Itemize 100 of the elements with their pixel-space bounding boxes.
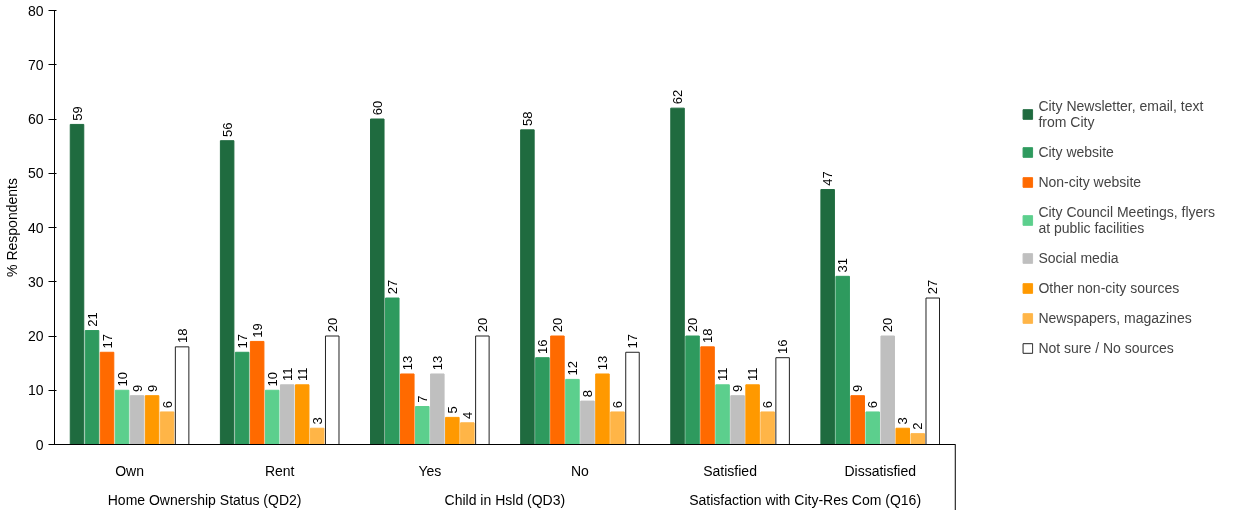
y-tick-label: 30	[27, 273, 44, 290]
data-label: 27	[384, 279, 400, 295]
bar	[279, 384, 295, 445]
data-label: 11	[294, 367, 310, 382]
bar	[309, 427, 325, 445]
y-tick-label: 50	[27, 165, 44, 182]
y-tick-label: 0	[35, 436, 44, 453]
text: Home Ownership Status (QD2)	[107, 491, 302, 508]
bar	[550, 335, 565, 445]
data-label: 6	[609, 400, 625, 409]
data-label: 17	[99, 334, 115, 349]
y-tick-label: 60	[27, 111, 44, 127]
data-label: 3	[895, 417, 911, 425]
bar	[670, 107, 685, 445]
x-tick-label: Dissatisfied	[844, 462, 917, 479]
bar	[370, 118, 385, 445]
bar	[775, 357, 790, 445]
text: Child in Hsld (QD3)	[444, 491, 566, 508]
bar	[730, 395, 745, 445]
bar	[820, 189, 835, 445]
legend-label: City Newsletter, email, text from City	[1038, 98, 1204, 130]
bar	[69, 123, 85, 445]
data-label: 16	[534, 339, 550, 354]
bar	[99, 351, 115, 445]
data-label: 13	[399, 355, 415, 371]
data-label: 20	[880, 317, 896, 333]
data-label: 17	[234, 334, 250, 349]
bar	[249, 340, 265, 445]
x-tick-label: Rent	[264, 462, 295, 479]
bar	[219, 140, 235, 445]
legend-label: City website	[1038, 144, 1114, 160]
data-label: 31	[835, 258, 851, 273]
data-label: 2	[910, 422, 926, 430]
data-label: 7	[414, 395, 430, 403]
text: Satisfaction with City-Res Com (Q16)	[689, 491, 922, 508]
y-tick-label: 10	[27, 382, 44, 399]
bar	[445, 416, 460, 445]
bar	[850, 395, 865, 445]
bar	[430, 373, 445, 445]
legend-label: Newspapers, magazines	[1038, 310, 1192, 326]
bar	[460, 422, 475, 445]
bar	[565, 378, 580, 445]
x-tick-label: Yes	[418, 462, 442, 479]
data-label: 27	[925, 279, 941, 295]
bar	[129, 395, 145, 445]
bar	[144, 395, 160, 445]
bar	[910, 433, 925, 445]
x-tick-label: Satisfied	[703, 462, 757, 479]
y-tick-label: 20	[27, 328, 44, 344]
data-label: 5	[444, 406, 460, 414]
data-label: 9	[730, 384, 746, 392]
data-label: 6	[865, 400, 881, 409]
data-label: 18	[700, 328, 716, 344]
x-tick-label: No	[571, 462, 590, 479]
data-label: 11	[745, 367, 761, 382]
data-label: 13	[594, 355, 610, 371]
bar	[625, 351, 640, 445]
legend-label: Social media	[1038, 250, 1119, 266]
data-label: 59	[69, 106, 85, 121]
data-label: 4	[459, 411, 475, 419]
data-label: 58	[519, 111, 535, 127]
bar	[595, 373, 610, 445]
data-label: 8	[579, 390, 595, 398]
data-label: 9	[129, 384, 145, 392]
legend-label: Other non-city sources	[1038, 280, 1180, 296]
y-tick-label: 40	[27, 219, 44, 236]
bar	[715, 384, 730, 445]
bar	[835, 275, 850, 445]
bar	[895, 427, 910, 445]
bar	[925, 297, 941, 445]
data-label: 56	[219, 122, 235, 137]
data-label: 11	[279, 367, 295, 382]
bar	[385, 297, 400, 445]
bar	[760, 411, 775, 445]
bar	[84, 330, 100, 445]
data-label: 3	[309, 417, 325, 425]
bar	[324, 335, 340, 445]
data-label: 16	[775, 339, 791, 354]
bar	[415, 406, 430, 445]
data-label: 10	[264, 371, 280, 387]
data-label: 20	[474, 317, 490, 333]
bar	[264, 389, 280, 445]
data-label: 9	[144, 384, 160, 392]
data-label: 6	[760, 400, 776, 409]
bar	[685, 335, 700, 445]
bar	[159, 411, 175, 445]
data-label: 20	[324, 317, 340, 333]
data-label: 9	[850, 384, 866, 392]
bar	[400, 373, 415, 445]
data-label: 21	[84, 312, 100, 327]
data-label: 19	[249, 323, 265, 338]
bar	[610, 411, 625, 445]
bar	[234, 351, 250, 445]
data-label: 11	[715, 367, 731, 382]
x-tick-label: Own	[115, 462, 144, 479]
data-label: 20	[685, 317, 701, 333]
legend-label: City Council Meetings, flyers at public facilities	[1038, 204, 1215, 236]
bar	[294, 384, 310, 445]
bar	[880, 335, 895, 445]
bar	[535, 357, 550, 445]
